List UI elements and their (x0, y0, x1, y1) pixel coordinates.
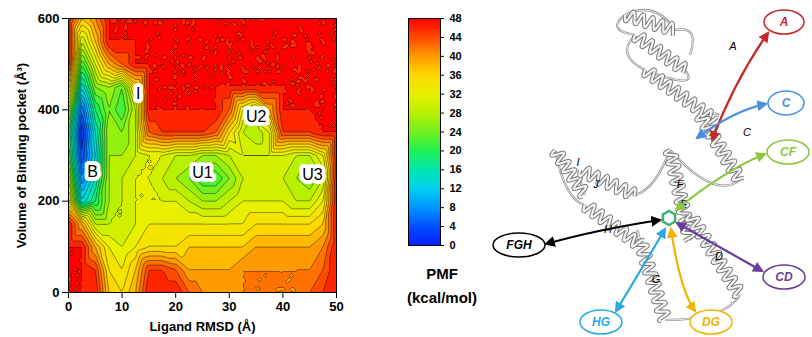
svg-text:40: 40 (276, 299, 290, 314)
svg-text:I: I (576, 156, 579, 168)
svg-text:36: 36 (450, 69, 462, 81)
svg-text:Ligand RMSD (Å): Ligand RMSD (Å) (149, 319, 255, 334)
svg-text:0: 0 (450, 239, 456, 251)
svg-text:28: 28 (450, 107, 462, 119)
svg-text:600: 600 (38, 11, 60, 26)
svg-text:A: A (728, 40, 736, 52)
svg-text:40: 40 (450, 50, 462, 62)
svg-text:U3: U3 (302, 166, 323, 183)
svg-text:DG: DG (702, 315, 720, 329)
svg-text:16: 16 (450, 163, 462, 175)
svg-text:U2: U2 (246, 108, 267, 125)
svg-text:24: 24 (450, 126, 463, 138)
svg-text:J: J (592, 178, 599, 190)
svg-text:4: 4 (450, 220, 457, 232)
html-text:PMF: PMF (426, 265, 458, 282)
svg-text:E: E (680, 197, 688, 210)
svg-text:I: I (136, 85, 140, 102)
svg-text:400: 400 (38, 102, 60, 117)
svg-text:44: 44 (450, 31, 463, 43)
svg-text:A: A (779, 15, 789, 29)
svg-text:FGH: FGH (506, 238, 532, 252)
svg-text:30: 30 (222, 299, 236, 314)
svg-text:B: B (87, 163, 98, 180)
svg-text:C: C (743, 126, 751, 138)
svg-text:C: C (782, 96, 791, 110)
svg-text:CF: CF (780, 145, 797, 159)
svg-text:20: 20 (450, 144, 462, 156)
svg-text:U1: U1 (192, 164, 213, 181)
html-text:(kcal/mol): (kcal/mol) (407, 289, 477, 306)
svg-text:32: 32 (450, 88, 462, 100)
svg-text:H: H (604, 222, 612, 235)
svg-text:12: 12 (450, 182, 462, 194)
svg-text:HG: HG (592, 315, 610, 329)
svg-text:10: 10 (115, 299, 129, 314)
svg-text:D: D (715, 250, 723, 262)
svg-text:0: 0 (65, 299, 72, 314)
svg-text:G: G (652, 273, 661, 285)
svg-text:20: 20 (168, 299, 182, 314)
svg-text:Volume of Binding pocket (Å³): Volume of Binding pocket (Å³) (14, 63, 29, 248)
svg-text:0: 0 (52, 285, 59, 300)
svg-text:CD: CD (775, 270, 793, 284)
svg-text:50: 50 (329, 299, 343, 314)
svg-text:8: 8 (450, 201, 456, 213)
svg-text:F: F (677, 178, 685, 190)
svg-text:48: 48 (450, 12, 462, 24)
svg-text:200: 200 (38, 193, 60, 208)
